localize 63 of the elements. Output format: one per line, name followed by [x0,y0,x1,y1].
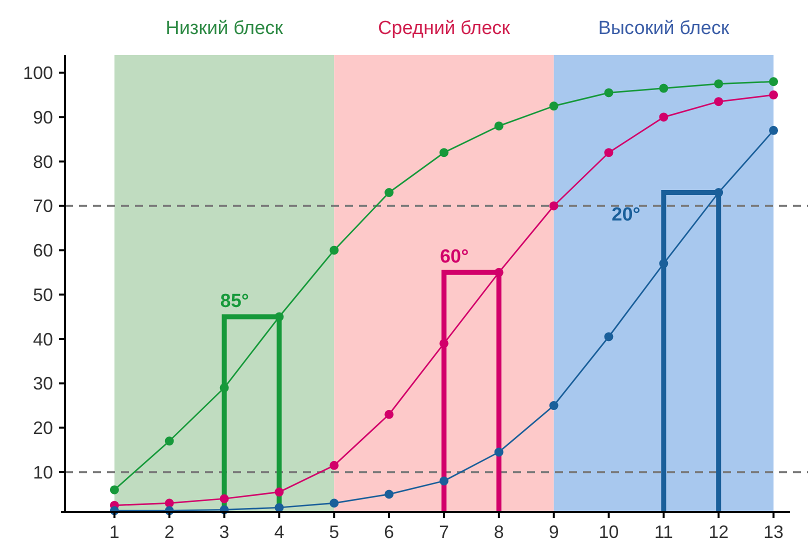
point [164,436,174,446]
y-tick-label: 20 [32,418,53,438]
x-tick-label: 3 [219,522,230,542]
point [384,410,394,419]
point [769,126,778,135]
annotation: 85° [220,290,250,312]
point [549,201,558,210]
point [330,498,339,508]
x-tick-label: 10 [598,522,619,542]
point [384,490,394,499]
point [220,383,229,392]
point [549,401,558,410]
point [384,188,394,198]
point [494,121,504,130]
point [604,332,614,342]
point [439,338,448,348]
x-tick-label: 4 [274,522,284,542]
x-tick-label: 12 [708,522,729,542]
x-tick-label: 2 [164,522,174,542]
point [714,97,724,106]
point [494,268,504,277]
x-tick-label: 1 [109,522,120,542]
y-tick-label: 60 [32,240,53,261]
point [110,485,119,494]
point [274,488,284,497]
x-tick-label: 7 [438,522,449,542]
y-tick-label: 90 [32,107,53,128]
point [274,312,284,322]
x-tick-label: 5 [329,522,340,542]
point [330,246,339,255]
x-tick-label: 9 [548,522,559,542]
y-tick-label: 80 [32,152,53,172]
point [659,84,668,93]
annotation: 60° [440,246,469,268]
point [330,460,339,470]
point [549,102,558,111]
band-label: Высокий блеск [598,18,730,39]
y-tick-label: 30 [32,374,53,394]
point [769,90,778,100]
x-tick-label: 8 [494,522,504,542]
point [439,476,448,486]
point [220,494,229,504]
annotation: 20° [612,204,640,226]
point [164,498,174,508]
point [604,88,614,98]
band-label: Средний блеск [378,18,511,39]
y-tick-label: 10 [32,462,53,482]
y-tick-label: 100 [22,63,53,84]
band-label: Низкий блеск [166,18,284,39]
x-tick-label: 13 [764,522,784,542]
point [714,79,724,88]
x-tick-label: 6 [384,522,394,542]
point [769,77,778,86]
point [659,259,668,268]
point [659,112,668,122]
y-tick-label: 40 [32,329,53,350]
point [439,148,448,158]
x-tick-label: 11 [654,522,674,542]
point [714,188,724,198]
point [494,448,504,457]
y-tick-label: 50 [32,284,53,305]
point [604,148,614,158]
y-tick-label: 70 [32,196,53,216]
